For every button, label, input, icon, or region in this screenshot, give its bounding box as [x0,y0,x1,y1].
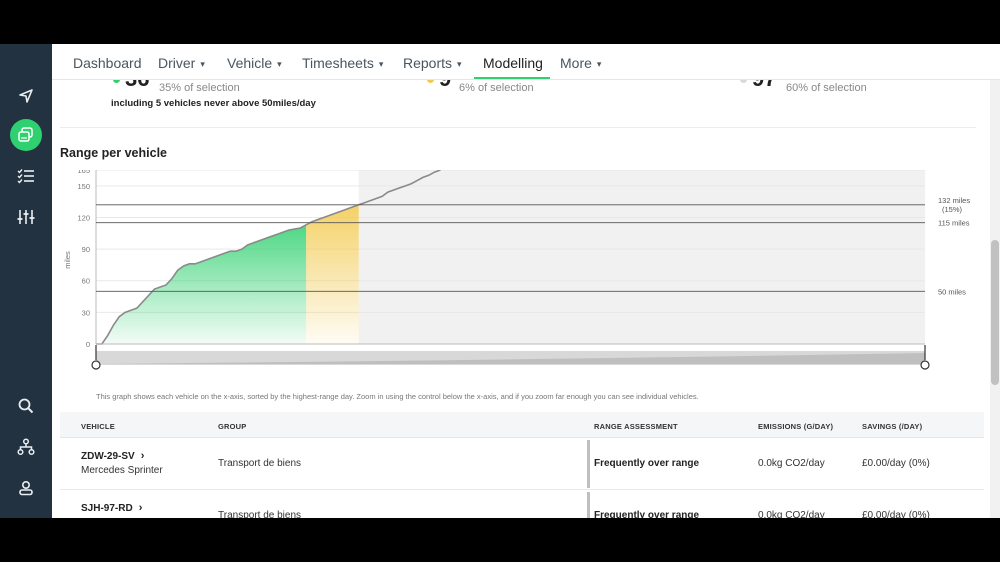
range-assessment: Frequently over range [594,458,700,469]
vehicle-group: Transport de biens [218,510,302,518]
chevron-down-icon: ▾ [457,59,462,69]
nav-modelling[interactable]: Modelling [483,55,543,71]
chart-caption: This graph shows each vehicle on the x-a… [96,392,699,401]
section-divider [60,127,976,128]
chevron-down-icon: ▾ [277,59,282,69]
reference-line-label: 50 miles [938,287,966,296]
app-window: Dashboard Driver ▾ Vehicle ▾ Timesheets ▾ R… [0,44,1000,518]
reference-line-label: 115 miles [938,219,970,228]
y-tick-label: 150 [77,182,90,191]
stat-within-range: 36 35% of selection [111,80,411,110]
emissions-value: 0.0kg CO2/day [758,510,825,518]
y-tick-label: 165 [77,170,90,175]
y-tick-label: 120 [77,213,90,222]
nav-more-label: More [560,55,592,71]
y-tick-label: 90 [82,245,90,254]
y-tick-label: 60 [82,277,90,286]
chevron-down-icon: ▾ [378,59,384,69]
chevron-right-icon: › [140,450,145,462]
nav-timesheets-label: Timesheets [302,55,374,71]
vehicle-reg: ZDW-29-SV [81,451,135,462]
header-vehicle[interactable]: VEHICLE [81,422,115,431]
assessment-bar [587,440,590,488]
header-emissions[interactable]: EMISSIONS (G/DAY) [758,422,834,431]
header-range[interactable]: RANGE ASSESSMENT [594,422,678,431]
nav-timesheets[interactable]: Timesheets ▾ [302,55,383,71]
stat-color-dot [740,80,747,83]
navigation-icon[interactable] [10,80,42,112]
hierarchy-icon[interactable] [10,431,42,463]
active-tab-indicator [474,77,550,79]
header-savings[interactable]: SAVINGS (/DAY) [862,422,923,431]
range-chart[interactable]: 0 30 60 90 120 150 165 miles 132 miles(15%) 115 m… [52,170,990,396]
table-row[interactable]: SJH-97-RD › Transport de biens Frequently… [60,490,984,518]
range-line [96,170,441,345]
within-range-area [96,224,307,344]
user-icon[interactable] [10,472,42,504]
range-assessment: Frequently over range [594,510,700,518]
emissions-value: 0.0kg CO2/day [758,458,825,469]
y-tick-label: 30 [82,308,90,317]
nav-more[interactable]: More ▾ [560,55,601,71]
nav-dashboard[interactable]: Dashboard [73,55,142,71]
vehicles-icon[interactable] [10,119,42,151]
nav-reports[interactable]: Reports ▾ [403,55,462,71]
header-group[interactable]: GROUP [218,422,247,431]
zoom-handle-left[interactable] [91,360,101,370]
nav-vehicle[interactable]: Vehicle ▾ [227,55,282,71]
reference-line-label: 132 miles [938,196,970,205]
vehicle-table: VEHICLE GROUP RANGE ASSESSMENT EMISSIONS… [60,412,984,518]
nav-driver-label: Driver [158,55,196,71]
savings-value: £0.00/day (0%) [862,458,930,469]
checklist-icon[interactable] [10,160,42,192]
sliders-icon[interactable] [10,201,42,233]
chevron-right-icon: › [138,502,143,514]
nav-reports-label: Reports [403,55,453,71]
main-content: 36 35% of selection including 5 vehicles… [52,80,990,518]
vehicle-link[interactable]: SJH-97-RD › [81,502,142,514]
y-tick-label: 0 [86,340,90,349]
stat-color-dot [113,80,120,83]
vehicle-model: Mercedes Sprinter [81,465,163,476]
stat-percent: 35% of selection [159,82,240,94]
table-row[interactable]: ZDW-29-SV › Mercedes Sprinter Transport d… [60,438,984,490]
assessment-bar [587,492,590,518]
sidebar [0,44,52,518]
stat-count: 36 [125,80,149,92]
stat-borderline: 9 6% of selection [425,80,625,110]
stat-percent: 6% of selection [459,82,534,94]
scrollbar-thumb[interactable] [991,240,999,385]
vehicle-reg: SJH-97-RD [81,503,133,514]
borderline-area [306,204,359,344]
search-icon[interactable] [10,390,42,422]
nav-vehicle-label: Vehicle [227,55,273,71]
chevron-down-icon: ▾ [596,59,602,69]
top-navigation: Dashboard Driver ▾ Vehicle ▾ Timesheets ▾ R… [52,44,1000,80]
navigator-series [96,353,925,364]
page-scrollbar[interactable] [990,80,1000,518]
nav-modelling-label: Modelling [483,55,543,71]
stat-color-dot [427,80,434,83]
stat-count: 9 [439,80,451,92]
stat-percent: 60% of selection [786,82,867,94]
section-title: Range per vehicle [60,146,167,160]
vehicle-group: Transport de biens [218,458,302,469]
reference-line-sublabel: (15%) [942,205,963,214]
stat-over-range: 97 60% of selection [738,80,958,110]
y-axis-label: miles [63,251,72,269]
nav-dashboard-label: Dashboard [73,55,142,71]
stat-note: including 5 vehicles never above 50miles… [111,98,316,109]
savings-value: £0.00/day (0%) [862,510,930,518]
vehicle-link[interactable]: ZDW-29-SV › [81,450,144,462]
stat-count: 97 [752,80,776,92]
zoom-handle-right[interactable] [920,360,930,370]
nav-driver[interactable]: Driver ▾ [158,55,205,71]
table-header: VEHICLE GROUP RANGE ASSESSMENT EMISSIONS… [60,412,984,438]
chevron-down-icon: ▾ [200,59,205,69]
over-range-area [358,170,925,344]
